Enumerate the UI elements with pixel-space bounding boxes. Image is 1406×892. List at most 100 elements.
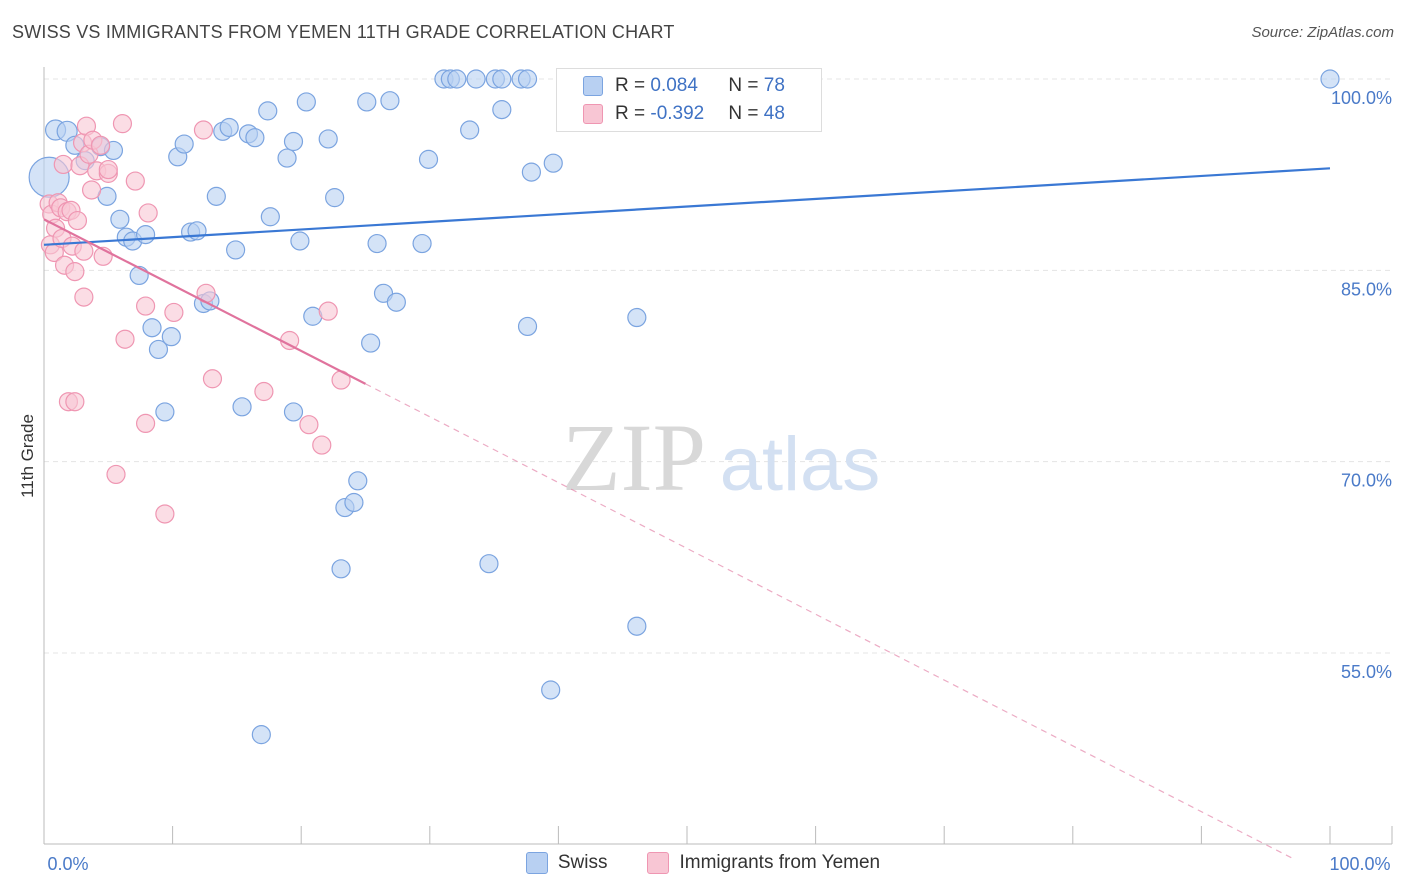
point-swiss xyxy=(361,333,381,353)
point-yemen xyxy=(53,154,73,175)
point-swiss xyxy=(174,134,194,154)
point-swiss xyxy=(219,117,239,138)
point-yemen xyxy=(155,504,175,524)
swiss-swatch xyxy=(583,76,603,96)
legend-swatch-yemen xyxy=(647,852,670,874)
point-swiss xyxy=(418,149,439,169)
point-swiss xyxy=(251,725,271,745)
point-swiss xyxy=(517,69,538,89)
x-tick-label: 100.0% xyxy=(1329,854,1390,874)
point-swiss xyxy=(135,225,156,245)
point-swiss xyxy=(357,92,377,112)
point-swiss xyxy=(348,471,368,491)
point-yemen xyxy=(135,413,156,433)
point-swiss xyxy=(232,397,252,417)
chart-title: SWISS VS IMMIGRANTS FROM YEMEN 11TH GRAD… xyxy=(12,22,675,42)
swiss-r-value: 0.084 xyxy=(650,75,698,96)
point-yemen xyxy=(115,329,135,349)
y-tick-label: 100.0% xyxy=(1331,88,1392,108)
point-swiss xyxy=(277,148,297,168)
yemen-r-value: -0.392 xyxy=(650,103,705,124)
grid-lines xyxy=(44,78,1392,654)
point-yemen xyxy=(90,135,111,155)
legend-row-yemen: R = -0.392 N = 48 xyxy=(583,101,785,127)
legend-label-yemen: Immigrants from Yemen xyxy=(679,852,881,873)
point-swiss xyxy=(460,120,480,140)
point-swiss xyxy=(283,131,304,152)
point-swiss xyxy=(155,402,175,422)
swiss-n-label: N = xyxy=(728,75,764,96)
point-swiss xyxy=(1320,69,1340,89)
point-yemen xyxy=(280,330,300,351)
swiss-n-value: 78 xyxy=(763,75,785,96)
point-swiss xyxy=(627,616,647,636)
point-swiss xyxy=(245,128,265,148)
trend-line-yemen-extension xyxy=(365,383,1296,861)
point-yemen xyxy=(65,392,85,412)
y-tick-label: 70.0% xyxy=(1341,471,1392,491)
yemen-n-label: N = xyxy=(728,103,764,124)
point-swiss xyxy=(479,554,499,574)
point-swiss xyxy=(344,492,364,513)
point-swiss xyxy=(161,327,181,347)
point-yemen xyxy=(74,287,94,307)
point-swiss xyxy=(296,92,316,112)
point-yemen xyxy=(164,302,184,323)
source-label: Source: ZipAtlas.com xyxy=(1251,24,1394,41)
point-swiss xyxy=(258,101,278,121)
point-swiss xyxy=(148,339,169,360)
trend-line-swiss xyxy=(43,167,1331,246)
legend-swatch-swiss xyxy=(525,852,548,874)
watermark-zip: ZIP xyxy=(562,404,706,511)
point-swiss xyxy=(543,153,563,173)
point-yemen xyxy=(254,381,274,402)
point-swiss xyxy=(367,233,387,254)
trend-lines xyxy=(43,167,1331,861)
legend-item-swiss[interactable]: Swiss xyxy=(525,852,608,874)
point-yemen xyxy=(67,210,88,231)
point-yemen xyxy=(125,171,145,191)
point-swiss xyxy=(331,559,351,579)
point-yemen xyxy=(299,415,319,435)
point-swiss xyxy=(206,186,226,206)
watermark-atlas: atlas xyxy=(720,422,881,507)
trend-line-yemen xyxy=(43,218,367,385)
axes xyxy=(43,67,1393,845)
legend-label-swiss: Swiss xyxy=(557,852,608,873)
point-yemen xyxy=(98,159,118,180)
legend-row-swiss: R = 0.084 N = 78 xyxy=(583,73,785,99)
point-yemen xyxy=(193,120,214,140)
point-swiss xyxy=(318,129,338,149)
legend-item-yemen[interactable]: Immigrants from Yemen xyxy=(647,852,880,874)
point-swiss xyxy=(466,69,486,89)
y-axis-label: 11th Grade xyxy=(18,414,37,498)
tick-labels: 100.0% 85.0% 70.0% 55.0% 0.0% 100.0% xyxy=(47,88,1392,874)
point-swiss xyxy=(260,207,280,227)
yemen-r-label: R = xyxy=(615,103,651,124)
point-yemen xyxy=(65,262,85,282)
point-swiss xyxy=(290,231,310,251)
point-swiss xyxy=(492,69,512,89)
yemen-n-value: 48 xyxy=(763,103,785,124)
point-yemen xyxy=(138,203,158,223)
point-swiss xyxy=(412,233,432,254)
point-swiss xyxy=(492,100,512,120)
point-yemen xyxy=(202,369,223,389)
point-swiss xyxy=(380,91,400,111)
point-swiss xyxy=(386,292,406,312)
x-tick-label: 0.0% xyxy=(47,854,88,874)
point-swiss xyxy=(521,162,541,182)
point-swiss xyxy=(226,240,246,260)
point-swiss xyxy=(325,188,345,208)
correlation-legend: R = 0.084 N = 78 R = -0.392 N = 48 xyxy=(556,68,822,132)
yemen-swatch xyxy=(583,104,603,124)
point-swiss xyxy=(541,680,561,700)
series-legend: Swiss Immigrants from Yemen xyxy=(0,852,1406,874)
swiss-r-label: R = xyxy=(615,75,651,96)
point-swiss xyxy=(110,209,130,229)
point-yemen xyxy=(74,241,94,261)
point-yemen xyxy=(318,301,338,321)
point-yemen xyxy=(81,180,102,200)
point-yemen xyxy=(312,435,332,455)
